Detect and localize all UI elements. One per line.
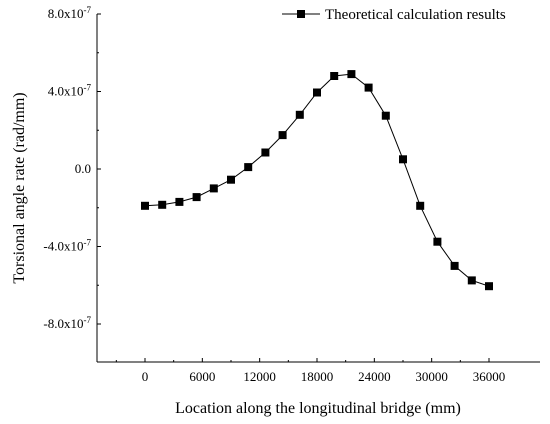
y-axis-ticks: 8.0x10-7 4.0x10-7 0.0 -4.0x10-7 -8.0x10-7 [43, 5, 101, 331]
y-axis-title: Torsional angle rate (rad/mm) [11, 92, 28, 283]
data-point [175, 197, 184, 206]
x-tick-label: 30000 [415, 369, 448, 384]
data-point [141, 201, 149, 210]
y-tick-label: 0.0 [75, 161, 91, 176]
data-point [227, 175, 235, 184]
data-point [467, 276, 476, 285]
series-line [144, 73, 490, 287]
data-point [244, 163, 253, 172]
data-point [347, 70, 356, 79]
data-point [278, 131, 287, 140]
data-point [450, 261, 459, 270]
data-point [209, 184, 218, 193]
legend-label: Theoretical calculation results [325, 7, 506, 23]
data-point [381, 111, 390, 120]
data-point [330, 72, 339, 80]
x-tick-label: 0 [142, 369, 149, 384]
data-point [399, 155, 407, 164]
x-tick-label: 36000 [473, 369, 506, 384]
x-tick-label: 24000 [358, 369, 391, 384]
x-tick-label: 12000 [243, 369, 276, 384]
x-axis-ticks: 0 6000 12000 18000 24000 30000 36000 [115, 358, 506, 384]
data-point [295, 110, 304, 119]
x-axis-title: Location along the longitudinal bridge (… [175, 400, 461, 417]
data-point [485, 282, 493, 291]
data-point [313, 88, 321, 97]
data-point [433, 237, 442, 246]
y-tick-label: 4.0x10-7 [48, 83, 92, 99]
y-tick-label: -4.0x10-7 [43, 238, 91, 254]
data-point [261, 148, 270, 157]
data-point [192, 193, 201, 202]
data-point [158, 200, 167, 209]
legend: Theoretical calculation results [282, 7, 506, 23]
y-tick-label: -8.0x10-7 [43, 315, 91, 331]
series-group [141, 70, 493, 291]
x-tick-label: 6000 [189, 369, 215, 384]
x-tick-label: 18000 [301, 369, 334, 384]
data-point [416, 201, 425, 210]
data-point [364, 83, 373, 92]
y-tick-label: 8.0x10-7 [48, 5, 92, 21]
legend-marker [297, 10, 305, 18]
